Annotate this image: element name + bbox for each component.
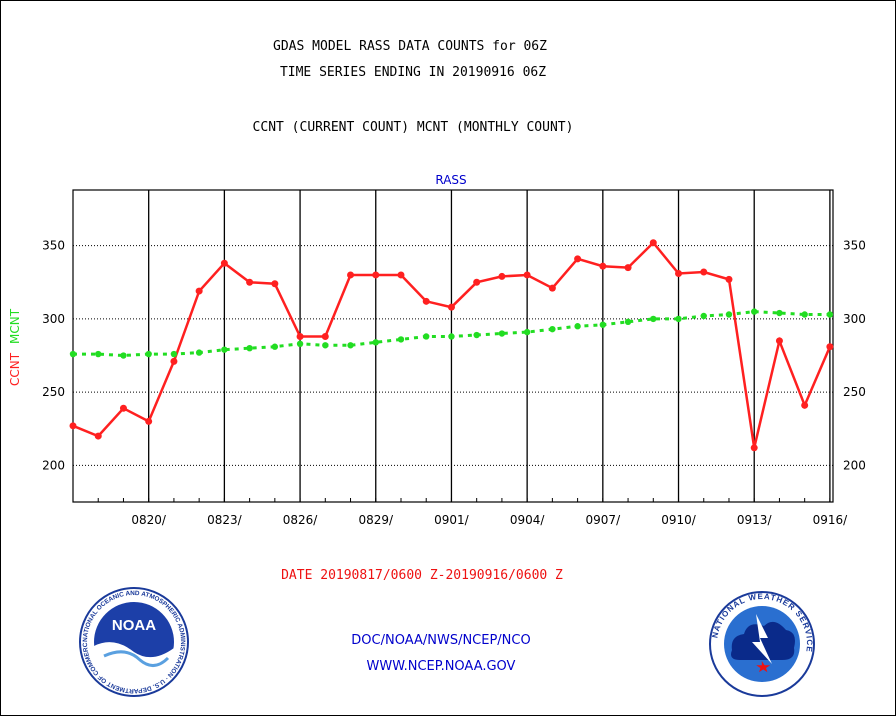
data-point-ccnt: [574, 255, 582, 263]
data-point-ccnt: [422, 297, 430, 305]
data-point-mcnt: [751, 308, 758, 315]
data-point-ccnt: [119, 404, 127, 412]
ylabel-ccnt: CCNT: [8, 352, 22, 386]
grid-layer: [72, 190, 833, 502]
data-point-ccnt: [700, 268, 708, 276]
data-point-mcnt: [397, 336, 405, 343]
data-point-mcnt: [120, 352, 127, 359]
tick-label-layer: 200 200 250 250 300 300 350 350 0820/0823/0826/0…: [42, 239, 866, 527]
data-point-mcnt: [675, 315, 682, 323]
footer-line-2: WWW.NCEP.NOAA.GOV: [366, 659, 516, 674]
data-point-ccnt: [725, 275, 733, 283]
data-point-mcnt: [725, 311, 733, 318]
data-point-ccnt: [321, 332, 329, 340]
nws-logo: NATIONAL WEATHER SERVICE: [709, 591, 815, 697]
data-point-mcnt: [599, 321, 607, 328]
noaa-logo-text: NOAA: [112, 617, 156, 634]
x-tick-label: 0829/: [358, 513, 394, 527]
data-point-mcnt: [271, 343, 279, 350]
data-point-ccnt: [94, 432, 102, 440]
title-line-3: CCNT (CURRENT COUNT) MCNT (MONTHLY COUNT…: [252, 120, 574, 135]
data-point-ccnt: [523, 271, 531, 279]
data-point-ccnt: [775, 337, 783, 345]
data-point-mcnt: [549, 325, 556, 333]
data-point-mcnt: [650, 315, 657, 323]
data-point-ccnt: [271, 280, 279, 288]
data-point-mcnt: [372, 339, 379, 346]
footer-line-1: DOC/NOAA/NWS/NCEP/NCO: [351, 633, 531, 648]
data-point-ccnt: [826, 343, 834, 351]
data-point-mcnt: [776, 309, 783, 317]
x-tick-label: 0823/: [207, 513, 243, 527]
data-point-ccnt: [372, 271, 380, 279]
data-point-ccnt: [397, 271, 405, 279]
x-tick-label: 0913/: [737, 513, 773, 527]
y-tick-label-right: 350: [843, 239, 866, 253]
data-point-mcnt: [574, 323, 581, 330]
y-tick-label-right: 300: [843, 312, 866, 326]
data-point-ccnt: [498, 272, 506, 280]
data-point-ccnt: [599, 262, 607, 270]
x-tick-label: 0904/: [510, 513, 546, 527]
data-point-mcnt: [473, 331, 480, 339]
plot-area-border: [72, 189, 834, 503]
data-point-mcnt: [448, 333, 455, 340]
data-point-ccnt: [347, 271, 355, 279]
data-point-mcnt: [246, 344, 253, 352]
data-point-mcnt: [347, 342, 354, 349]
data-point-ccnt: [145, 417, 153, 425]
title-line-2: TIME SERIES ENDING IN 20190916 06Z: [279, 65, 547, 80]
y-tick-label-right: 250: [843, 385, 866, 399]
ylabel-mcnt: MCNT: [8, 308, 22, 344]
data-point-mcnt: [69, 350, 77, 358]
data-point-mcnt: [801, 311, 808, 318]
data-point-mcnt: [145, 350, 152, 358]
x-tick-label: 0820/: [131, 513, 167, 527]
data-point-mcnt: [498, 330, 506, 337]
x-tick-label: 0907/: [586, 513, 622, 527]
data-point-ccnt: [170, 357, 178, 365]
series-layer: [69, 239, 834, 452]
data-point-mcnt: [95, 350, 102, 358]
y-tick-label-right: 200: [843, 458, 866, 472]
data-point-ccnt: [649, 239, 657, 247]
y-tick-label-left: 300: [42, 312, 65, 326]
x-tick-label: 0910/: [661, 513, 697, 527]
data-point-ccnt: [473, 278, 481, 286]
data-point-ccnt: [296, 332, 304, 340]
y-tick-label-left: 250: [42, 385, 65, 399]
data-point-ccnt: [548, 284, 556, 292]
data-point-ccnt: [801, 401, 809, 409]
y-tick-label-left: 350: [42, 239, 65, 253]
data-point-mcnt: [296, 340, 304, 348]
data-point-ccnt: [220, 259, 228, 267]
data-point-mcnt: [322, 342, 329, 349]
y-tick-label-left: 200: [42, 458, 65, 472]
data-point-mcnt: [170, 350, 178, 358]
title-line-1: GDAS MODEL RASS DATA COUNTS for 06Z: [273, 39, 547, 54]
x-tick-label: 0826/: [283, 513, 319, 527]
data-point-ccnt: [675, 269, 683, 277]
x-tick-label: 0916/: [813, 513, 849, 527]
data-point-ccnt: [624, 264, 632, 272]
data-point-mcnt: [221, 346, 228, 353]
data-point-ccnt: [246, 278, 254, 286]
data-point-mcnt: [826, 311, 834, 318]
data-point-ccnt: [69, 422, 77, 430]
data-point-ccnt: [750, 444, 758, 452]
data-point-mcnt: [624, 318, 632, 326]
x-tick-label: 0901/: [434, 513, 470, 527]
data-point-ccnt: [447, 303, 455, 311]
data-point-mcnt: [700, 312, 707, 320]
data-point-mcnt: [195, 349, 203, 356]
data-point-ccnt: [195, 287, 203, 295]
noaa-logo: NOAA NATIONAL OCEANIC AND ATMOSPHERIC AD…: [79, 587, 189, 697]
chart-title: RASS: [435, 173, 466, 187]
data-point-mcnt: [423, 333, 430, 340]
x-axis-label: DATE 20190817/0600 Z-20190916/0600 Z: [281, 568, 563, 583]
data-point-mcnt: [523, 328, 531, 336]
